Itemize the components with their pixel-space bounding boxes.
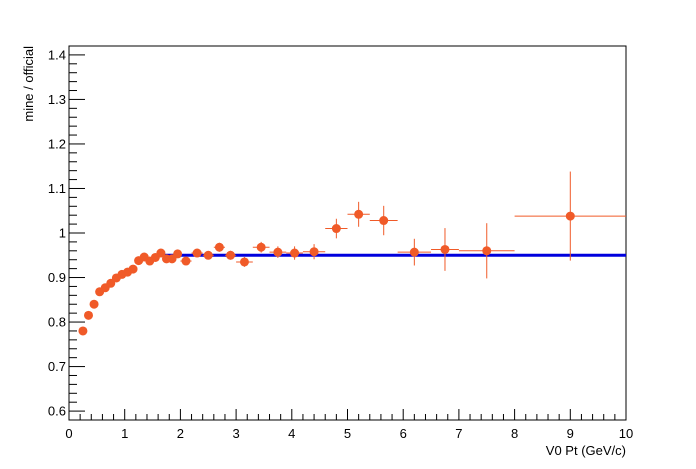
y-tick-label: 0.8 [48,315,66,330]
x-tick-label: 0 [65,426,72,441]
data-point [173,249,183,259]
point-marker [256,242,266,252]
point-marker [309,247,319,257]
data-point [347,201,370,227]
y-tick-label: 0.7 [48,359,66,374]
data-point [236,257,253,267]
x-axis-title: V0 Pt (GeV/c) [546,443,626,458]
x-tick-label: 2 [177,426,184,441]
data-point [397,238,432,266]
data-point [369,205,398,236]
data-point [156,248,166,258]
x-tick-label: 4 [288,426,295,441]
x-tick-label: 9 [567,426,574,441]
point-marker [192,248,202,258]
point-marker [331,224,341,234]
point-marker [273,247,283,257]
point-marker [379,216,389,226]
data-point [83,310,93,320]
data-point [128,264,138,274]
point-marker [565,211,575,221]
point-marker [482,246,492,256]
point-marker [214,242,224,252]
y-axis-title: mine / official [21,46,36,122]
data-point [224,250,237,260]
point-marker [128,264,138,274]
plot-frame [68,45,627,421]
point-marker [173,249,183,259]
data-point [252,241,270,253]
point-marker [203,250,213,260]
point-marker [226,250,236,260]
x-tick-label: 5 [344,426,351,441]
x-tick-label: 8 [511,426,518,441]
y-tick-label: 1.4 [48,47,66,62]
data-point [202,250,214,260]
point-marker [89,299,99,309]
point-marker [106,278,116,288]
data-point [431,228,459,271]
point-marker [156,248,166,258]
data-points [78,171,626,336]
point-marker [83,310,93,320]
point-marker [409,247,419,257]
tick-labels: 0 1 2 3 4 5 6 7 8 9 10 0.6 0.7 0.8 0.9 1 1.1 1.2 1.3 1.4 [48,47,633,441]
point-marker [78,326,88,336]
axis-ticks [68,45,627,421]
y-tick-label: 1.1 [48,181,66,196]
plot-border [68,45,627,421]
data-point [458,223,515,279]
point-marker [181,256,191,266]
data-point [191,248,203,258]
data-point [325,218,348,239]
data-point [514,171,626,261]
x-tick-label: 1 [121,426,128,441]
data-point [286,246,303,260]
point-marker [290,248,300,258]
data-point [106,278,116,288]
y-tick-label: 1.3 [48,92,66,107]
x-tick-label: 3 [232,426,239,441]
data-point [302,244,326,260]
data-point [89,299,99,309]
y-tick-label: 0.9 [48,270,66,285]
point-marker [354,209,364,219]
x-tick-label: 7 [455,426,462,441]
y-tick-label: 0.6 [48,404,66,419]
point-marker [440,244,450,254]
x-tick-label: 10 [619,426,633,441]
x-tick-label: 6 [400,426,407,441]
y-tick-label: 1 [59,226,66,241]
point-marker [239,257,249,267]
data-point [78,326,88,336]
data-point [180,256,192,266]
y-tick-label: 1.2 [48,136,66,151]
data-point [213,242,225,252]
data-point [269,246,287,258]
